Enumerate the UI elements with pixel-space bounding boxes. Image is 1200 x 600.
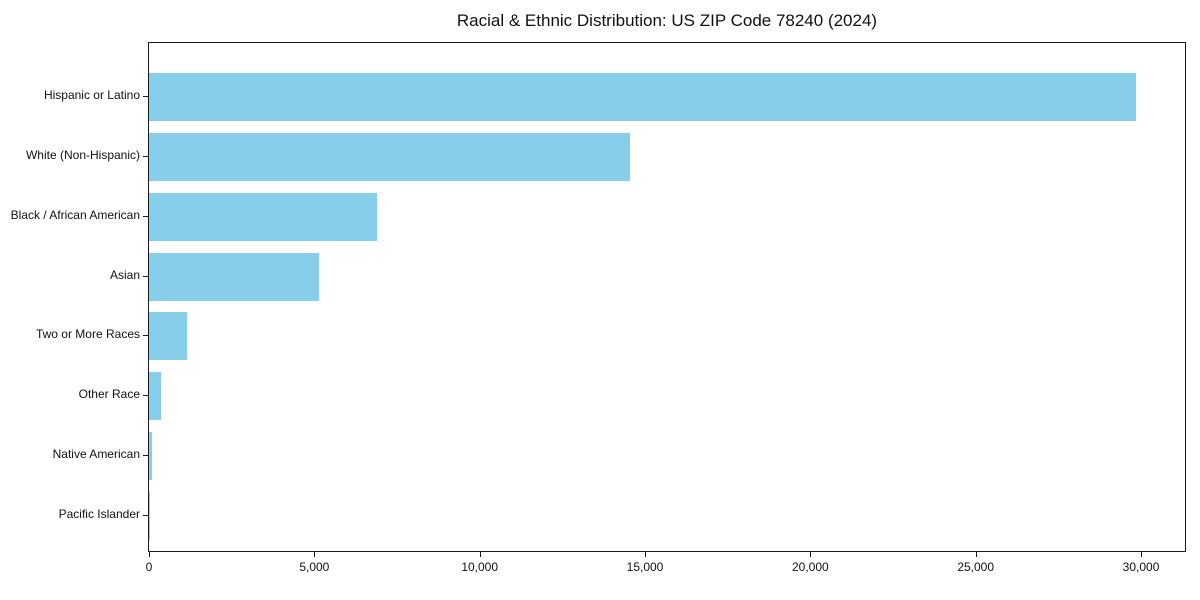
x-tick-mark: [149, 552, 150, 557]
x-tick-mark: [645, 552, 646, 557]
y-tick-label-two-or-more-races: Two or More Races: [35, 327, 140, 342]
x-tick-mark: [810, 552, 812, 557]
x-tick-mark: [1141, 552, 1143, 557]
plot-area: [148, 42, 1186, 552]
x-tick-mark: [314, 552, 316, 557]
y-tick-label-other-race: Other Race: [78, 387, 140, 402]
y-tick-label-hispanic-or-latino: Hispanic or Latino: [43, 88, 140, 102]
y-tick-label-pacific-islander: Pacific Islander: [58, 507, 140, 522]
y-tick-mark: [143, 96, 148, 97]
x-tick-label-30000: 30,000: [1122, 560, 1160, 574]
x-tick-mark: [975, 552, 977, 557]
y-tick-mark: [143, 455, 148, 457]
x-tick-mark: [479, 552, 481, 557]
chart-title: Racial & Ethnic Distribution: US ZIP Cod…: [456, 11, 878, 30]
y-tick-mark: [143, 215, 148, 217]
bar-white-non-hispanic: [149, 132, 631, 181]
y-tick-label-native-american: Native American: [52, 447, 140, 462]
bar-two-or-more-races: [149, 312, 187, 361]
x-tick-label-15000: 15,000: [626, 560, 664, 574]
x-tick-label-20000: 20,000: [791, 560, 829, 574]
x-tick-label-10000: 10,000: [461, 560, 499, 574]
y-tick-label-black-african-american: Black / African American: [10, 207, 140, 222]
bar-black-african-american: [149, 192, 377, 241]
x-tick-label-5000: 5,000: [299, 560, 330, 574]
y-tick-label-asian: Asian: [109, 267, 140, 282]
y-tick-mark: [143, 515, 148, 517]
y-tick-mark: [143, 155, 148, 157]
bar-other-race: [149, 372, 161, 421]
bar-hispanic-or-latino: [149, 73, 1136, 121]
bar-native-american: [149, 432, 152, 481]
bar-asian: [149, 252, 319, 301]
y-tick-mark: [143, 395, 148, 397]
y-tick-label-white-non-hispanic: White (Non-Hispanic): [25, 147, 140, 162]
x-tick-label-25000: 25,000: [957, 560, 995, 574]
x-tick-label-0: 0: [145, 560, 153, 574]
y-tick-mark: [143, 335, 148, 337]
bar-pacific-islander: [149, 492, 150, 541]
y-tick-mark: [143, 275, 148, 277]
